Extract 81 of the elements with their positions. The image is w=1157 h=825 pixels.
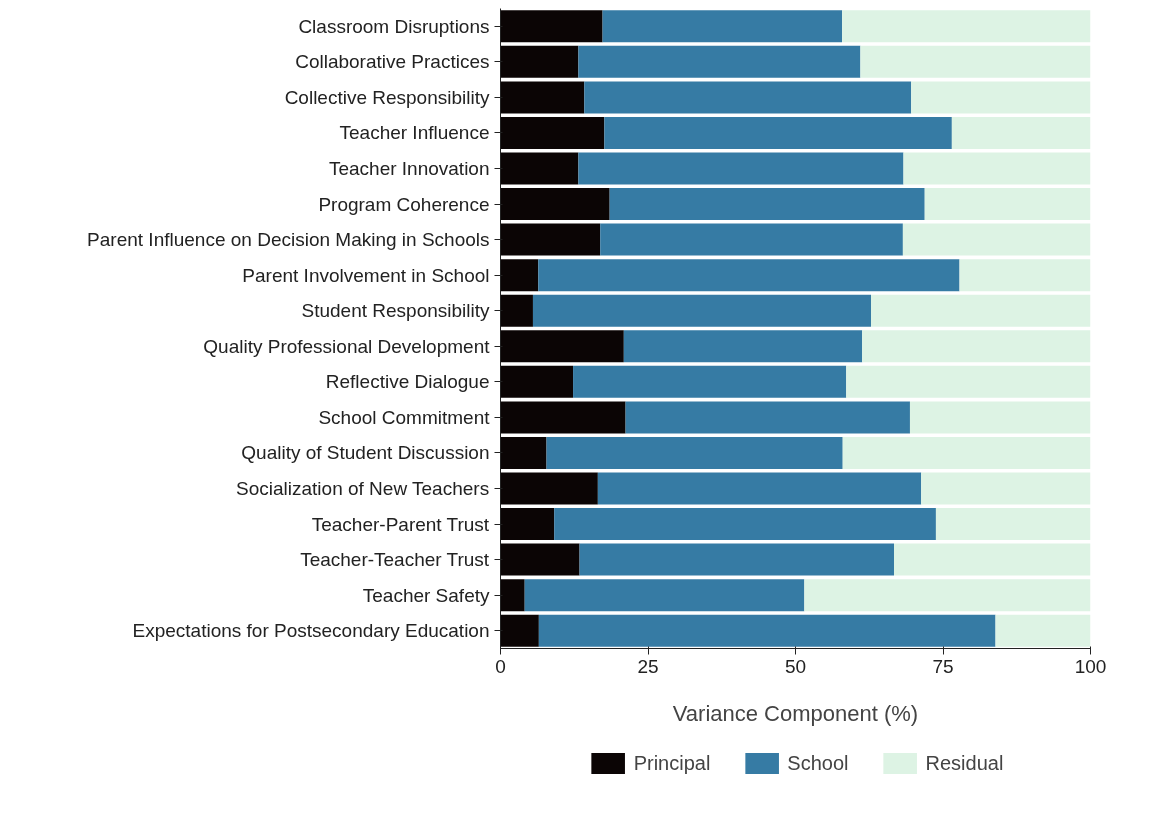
- bar: [584, 81, 912, 114]
- bar: [500, 188, 610, 221]
- y-tick-label: Student Responsibility: [301, 300, 490, 322]
- bar: [500, 116, 605, 149]
- bar: [532, 294, 872, 327]
- y-tick-label: Reflective Dialogue: [325, 371, 490, 393]
- bar: [902, 223, 1091, 256]
- legend-label: Residual: [925, 751, 1004, 775]
- y-tick-label: Classroom Disruptions: [298, 15, 490, 37]
- bar: [911, 81, 1091, 114]
- y-tick-label: Expectations for Postsecondary Education: [132, 620, 490, 642]
- bar: [894, 543, 1091, 576]
- bar: [623, 330, 863, 363]
- bar: [579, 543, 895, 576]
- y-tick-label: Parent Influence on Decision Making in Schools: [87, 229, 490, 251]
- bar: [500, 579, 525, 612]
- bar: [500, 401, 626, 434]
- bar: [903, 152, 1091, 185]
- bar: [573, 365, 847, 398]
- bar: [995, 614, 1091, 647]
- bar: [500, 45, 579, 78]
- bar: [871, 294, 1091, 327]
- bar: [951, 116, 1091, 149]
- x-tick-label: 25: [637, 655, 659, 677]
- y-tick-label: Teacher Influence: [339, 122, 490, 144]
- y-tick-label: Collective Responsibility: [284, 86, 490, 108]
- bar: [862, 330, 1091, 363]
- x-axis-title: Variance Component (%): [672, 700, 919, 726]
- bar: [597, 472, 922, 505]
- bar: [554, 508, 936, 541]
- bar: [500, 259, 539, 292]
- bar: [959, 259, 1091, 292]
- y-tick-label: School Commitment: [318, 406, 491, 428]
- bar: [500, 223, 601, 256]
- bar: [625, 401, 910, 434]
- y-tick-label: Collaborative Practices: [295, 51, 490, 73]
- bar: [500, 81, 585, 114]
- bar: [546, 436, 843, 469]
- bar: [604, 116, 952, 149]
- y-tick-label: Parent Involvement in School: [242, 264, 490, 286]
- bar: [500, 543, 580, 576]
- x-tick-label: 0: [495, 655, 506, 677]
- y-tick-label: Program Coherence: [318, 193, 490, 215]
- y-tick-label: Quality Professional Development: [203, 335, 491, 357]
- bar: [860, 45, 1091, 78]
- bar: [538, 614, 996, 647]
- bar: [500, 330, 624, 363]
- bar: [602, 10, 843, 43]
- bar: [500, 152, 579, 185]
- y-tick-label: Quality of Student Discussion: [241, 442, 490, 464]
- bar: [500, 472, 598, 505]
- bar: [500, 365, 574, 398]
- bar: [846, 365, 1091, 398]
- legend-label: School: [787, 751, 849, 775]
- bar: [842, 436, 1091, 469]
- bar: [500, 10, 603, 43]
- bar: [500, 294, 533, 327]
- bar: [924, 188, 1091, 221]
- bar: [921, 472, 1091, 505]
- x-tick-label: 100: [1074, 655, 1107, 677]
- bar: [578, 45, 861, 78]
- bar: [578, 152, 904, 185]
- bar: [935, 508, 1091, 541]
- bar: [524, 579, 805, 612]
- y-tick-label: Teacher Innovation: [328, 158, 490, 179]
- x-tick-label: 50: [784, 655, 807, 677]
- bar: [609, 188, 925, 221]
- bar: [538, 259, 960, 292]
- bar: [804, 579, 1091, 612]
- bar: [600, 223, 903, 256]
- y-tick-label: Teacher-Parent Trust: [311, 513, 490, 535]
- bar: [500, 508, 555, 541]
- bar: [842, 10, 1091, 43]
- y-tick-label: Socialization of New Teachers: [236, 478, 490, 499]
- bar: [500, 436, 547, 469]
- bar: [909, 401, 1091, 434]
- legend-label: Principal: [633, 751, 711, 775]
- y-tick-label: Teacher Safety: [362, 584, 490, 606]
- x-tick-label: 75: [932, 655, 954, 677]
- bar: [500, 614, 539, 647]
- y-tick-label: Teacher-Teacher Trust: [300, 549, 490, 571]
